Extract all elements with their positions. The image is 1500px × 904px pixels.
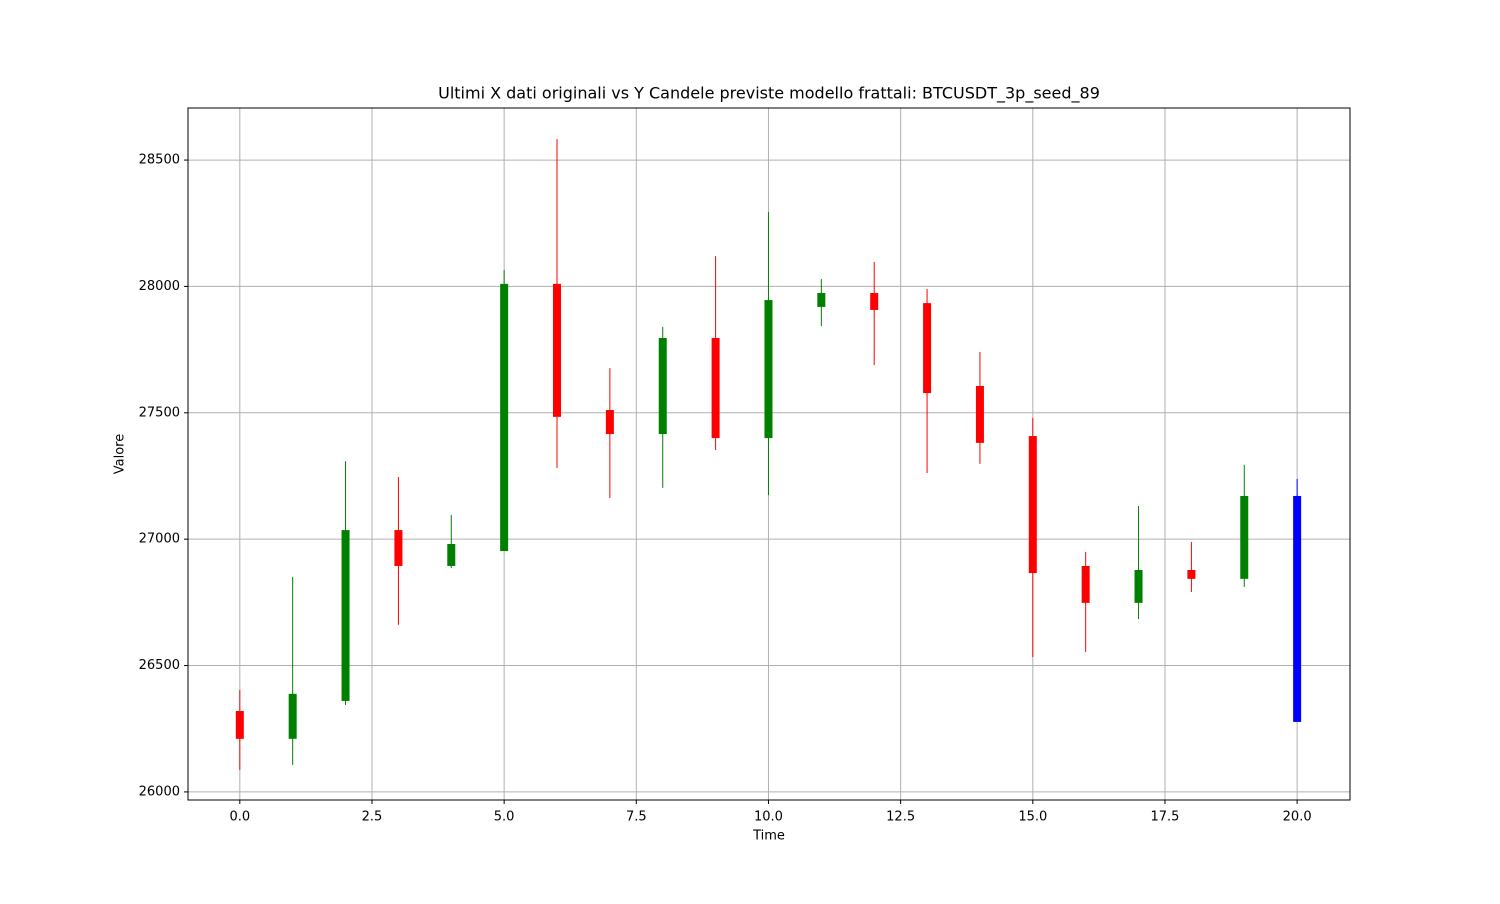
candle-body bbox=[341, 530, 350, 701]
candle-body bbox=[553, 283, 562, 417]
x-tick-label: 10.0 bbox=[754, 810, 783, 825]
candle-body bbox=[1293, 495, 1302, 722]
y-tick-label: 27500 bbox=[139, 405, 180, 420]
y-tick-label: 28000 bbox=[139, 279, 180, 294]
candle-body bbox=[1028, 436, 1037, 574]
candle-body bbox=[658, 337, 667, 435]
x-tick-label: 15.0 bbox=[1018, 810, 1047, 825]
y-tick-label: 28500 bbox=[139, 153, 180, 168]
x-tick-label: 20.0 bbox=[1283, 810, 1312, 825]
y-tick-label: 27000 bbox=[139, 532, 180, 547]
x-tick-label: 0.0 bbox=[229, 810, 250, 825]
candle-body bbox=[1187, 570, 1196, 579]
candle-body bbox=[817, 293, 826, 307]
x-axis-label: Time bbox=[752, 829, 785, 844]
candle-body bbox=[447, 543, 456, 566]
candle-body bbox=[235, 711, 244, 739]
candle-body bbox=[711, 337, 720, 439]
x-tick-label: 12.5 bbox=[886, 810, 915, 825]
chart-title: Ultimi X dati originali vs Y Candele pre… bbox=[438, 84, 1100, 104]
candle-body bbox=[923, 303, 932, 394]
candle-body bbox=[975, 386, 984, 443]
candle-body bbox=[605, 410, 614, 435]
candle-body bbox=[288, 693, 297, 739]
candle-body bbox=[1134, 570, 1143, 603]
x-tick-label: 7.5 bbox=[626, 810, 647, 825]
candle-body bbox=[1081, 565, 1090, 603]
candle-body bbox=[870, 293, 879, 310]
x-tick-label: 17.5 bbox=[1150, 810, 1179, 825]
y-axis-label: Valore bbox=[113, 434, 128, 474]
y-tick-label: 26000 bbox=[139, 784, 180, 799]
y-tick-label: 26500 bbox=[139, 658, 180, 673]
x-tick-label: 5.0 bbox=[494, 810, 515, 825]
candle-body bbox=[394, 530, 403, 566]
plot-frame bbox=[187, 107, 1351, 801]
candle-body bbox=[1240, 495, 1249, 579]
candle-body bbox=[764, 300, 773, 439]
candle-body bbox=[500, 283, 509, 552]
x-tick-label: 2.5 bbox=[362, 810, 383, 825]
